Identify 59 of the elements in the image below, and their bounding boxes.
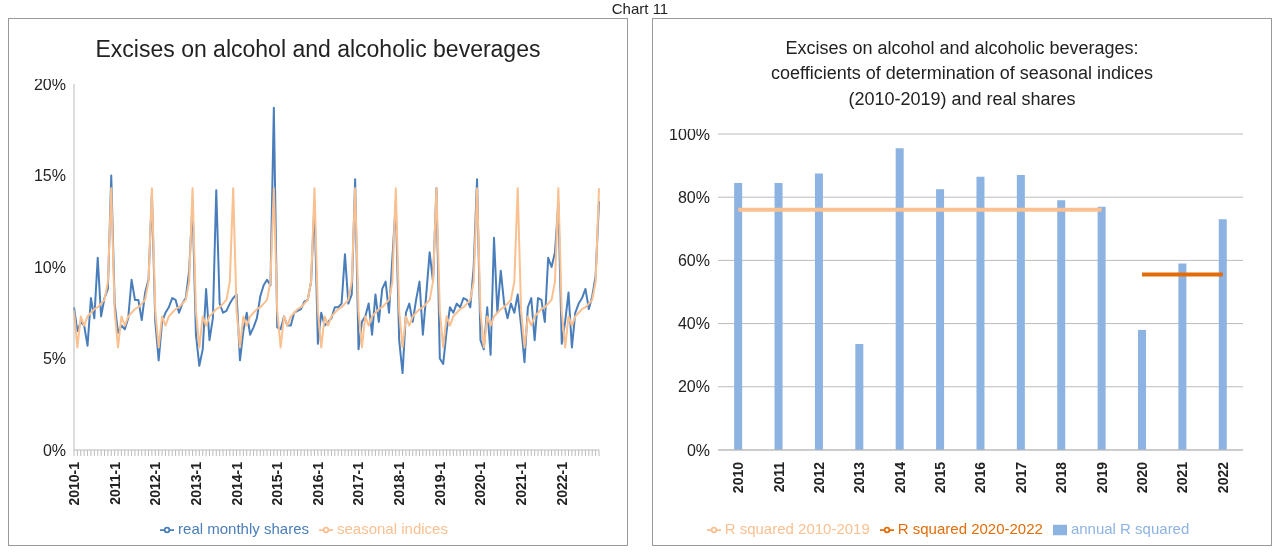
- x-tick-label: 2015-1: [269, 461, 286, 506]
- y-tick-label: 40%: [677, 315, 710, 333]
- x-tick-label: 2022-1: [553, 461, 570, 506]
- y-tick-label: 20%: [33, 75, 66, 93]
- legend-label: real monthly shares: [178, 519, 309, 537]
- y-tick-label: 80%: [677, 188, 710, 206]
- x-tick-label: 2021: [1174, 461, 1191, 494]
- bar: [1178, 263, 1187, 450]
- bar: [1057, 200, 1066, 450]
- bar: [976, 176, 985, 450]
- chart-title: Excises on alcohol and alcoholic beverages: [95, 34, 541, 64]
- bar: [734, 182, 743, 450]
- legend-label: R squared 2020-2022: [897, 519, 1043, 537]
- legend-label: annual R squared: [1070, 519, 1190, 537]
- x-tick-label: 2017: [1012, 461, 1029, 494]
- x-tick-label: 2016: [972, 461, 989, 494]
- x-tick-label: 2010-1: [65, 461, 82, 506]
- x-tick-label: 2013: [851, 461, 868, 494]
- x-tick-label: 2021-1: [513, 461, 530, 506]
- x-tick-label: 2022: [1214, 461, 1231, 494]
- legend-label: R squared 2010-2019: [724, 519, 870, 537]
- bar: [1218, 219, 1227, 450]
- x-tick-label: 2020: [1133, 461, 1150, 494]
- y-tick-label: 60%: [677, 252, 710, 270]
- x-tick-label: 2012-1: [147, 461, 164, 506]
- y-tick-label: 100%: [669, 125, 710, 143]
- x-tick-label: 2020-1: [472, 461, 489, 506]
- x-tick-label: 2017-1: [350, 461, 367, 506]
- bar: [1138, 329, 1146, 450]
- x-tick-label: 2018: [1053, 461, 1070, 494]
- x-tick-label: 2019: [1093, 461, 1110, 494]
- x-tick-label: 2011-1: [106, 461, 123, 505]
- bar: [814, 173, 823, 450]
- y-tick-label: 20%: [677, 378, 710, 396]
- y-tick-label: 0%: [686, 441, 710, 459]
- x-tick-label: 2010: [730, 461, 747, 494]
- x-tick-label: 2011: [770, 461, 787, 493]
- bar: [936, 189, 945, 450]
- bar: [855, 344, 864, 450]
- line-series: [73, 187, 600, 349]
- y-tick-label: 15%: [33, 167, 66, 185]
- legend-label: seasonal indices: [337, 519, 448, 537]
- bar: [774, 182, 783, 450]
- x-tick-label: 2014-1: [228, 461, 245, 506]
- y-tick-label: 0%: [42, 441, 66, 459]
- bar: [1016, 175, 1025, 450]
- x-tick-label: 2015: [932, 461, 949, 494]
- caption: Chart 11: [611, 0, 669, 17]
- x-tick-label: 2016-1: [309, 461, 326, 506]
- chart-title: Excises on alcohol and alcoholic beverages: coefficients of determination of seasonal indices (2010-2019) and real shares: [770, 37, 1154, 111]
- x-tick-label: 2013-1: [187, 461, 204, 506]
- x-tick-label: 2018-1: [391, 461, 408, 506]
- bar: [1097, 206, 1106, 450]
- y-tick-label: 5%: [42, 350, 66, 368]
- bar: [895, 148, 904, 450]
- x-tick-label: 2019-1: [431, 461, 448, 506]
- y-tick-label: 10%: [33, 258, 66, 276]
- x-tick-label: 2014: [891, 461, 908, 494]
- x-tick-label: 2012: [810, 461, 827, 494]
